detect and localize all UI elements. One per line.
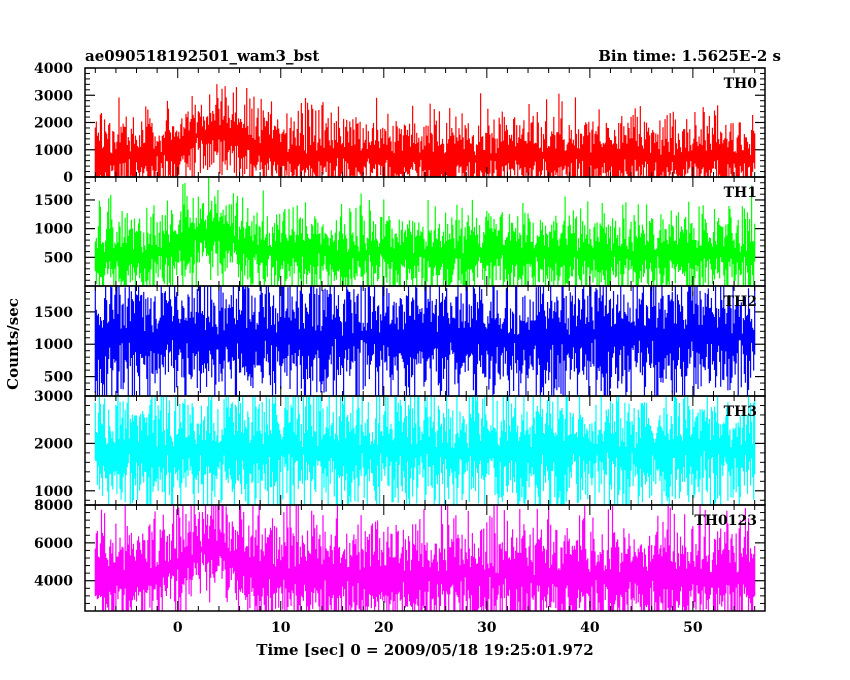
bin-time-label: Bin time: 1.5625E-2 s: [598, 47, 781, 65]
y-tick-label: 4000: [34, 574, 73, 590]
y-tick-label: 500: [44, 370, 73, 386]
y-tick-label: 1000: [34, 484, 73, 500]
y-tick-label: 6000: [34, 536, 73, 552]
y-tick-label: 500: [44, 250, 73, 266]
y-tick-label: 1500: [34, 305, 73, 321]
x-axis-label: Time [sec] 0 = 2009/05/18 19:25:01.972: [256, 641, 593, 659]
y-tick-label: 2000: [34, 436, 73, 452]
y-tick-label: 1000: [34, 222, 73, 238]
chart-title: ae090518192501_wam3_bst: [85, 47, 319, 65]
y-tick-label: 1000: [34, 337, 73, 353]
series-th0-trace: [94, 84, 756, 177]
panels: 0 1000 2000 3000 4000 TH0 500 1000 1500 TH1 500 100…: [34, 61, 766, 612]
x-tick-label: 30: [477, 620, 497, 636]
series-label-th0123: TH0123: [694, 513, 757, 529]
x-tick-label: 20: [374, 620, 394, 636]
series-label-th0: TH0: [724, 76, 758, 92]
x-tick-label: 40: [580, 620, 600, 636]
x-tick-label: 10: [271, 620, 291, 636]
y-tick-label: 4000: [34, 61, 73, 77]
y-tick-label: 3000: [34, 88, 73, 104]
series-label-th3: TH3: [724, 404, 757, 420]
series-th3-trace: [94, 396, 756, 505]
y-tick-label: 8000: [34, 498, 73, 514]
y-axis-label: Counts/sec: [4, 298, 22, 390]
series-th1-trace: [94, 177, 756, 286]
series-th2-trace: [94, 286, 756, 396]
x-tick-label: 50: [683, 620, 703, 636]
x-tick-label: 0: [173, 620, 183, 636]
panel-th0123: 4000 6000 8000 TH0123: [34, 498, 766, 612]
y-tick-label: 2000: [34, 116, 73, 132]
y-tick-label: 1000: [34, 143, 73, 159]
series-label-th1: TH1: [724, 185, 757, 201]
x-axis: 0 10 20 30 40 50: [173, 620, 703, 636]
panel-th3: 1000 2000 3000 TH3: [34, 389, 766, 506]
y-tick-label: 1500: [34, 193, 73, 209]
y-tick-label: 3000: [34, 389, 73, 405]
series-label-th2: TH2: [724, 294, 757, 310]
series-th0123-trace: [94, 505, 756, 611]
y-tick-label: 0: [63, 170, 73, 186]
panel-th0: 0 1000 2000 3000 4000 TH0: [34, 61, 766, 186]
